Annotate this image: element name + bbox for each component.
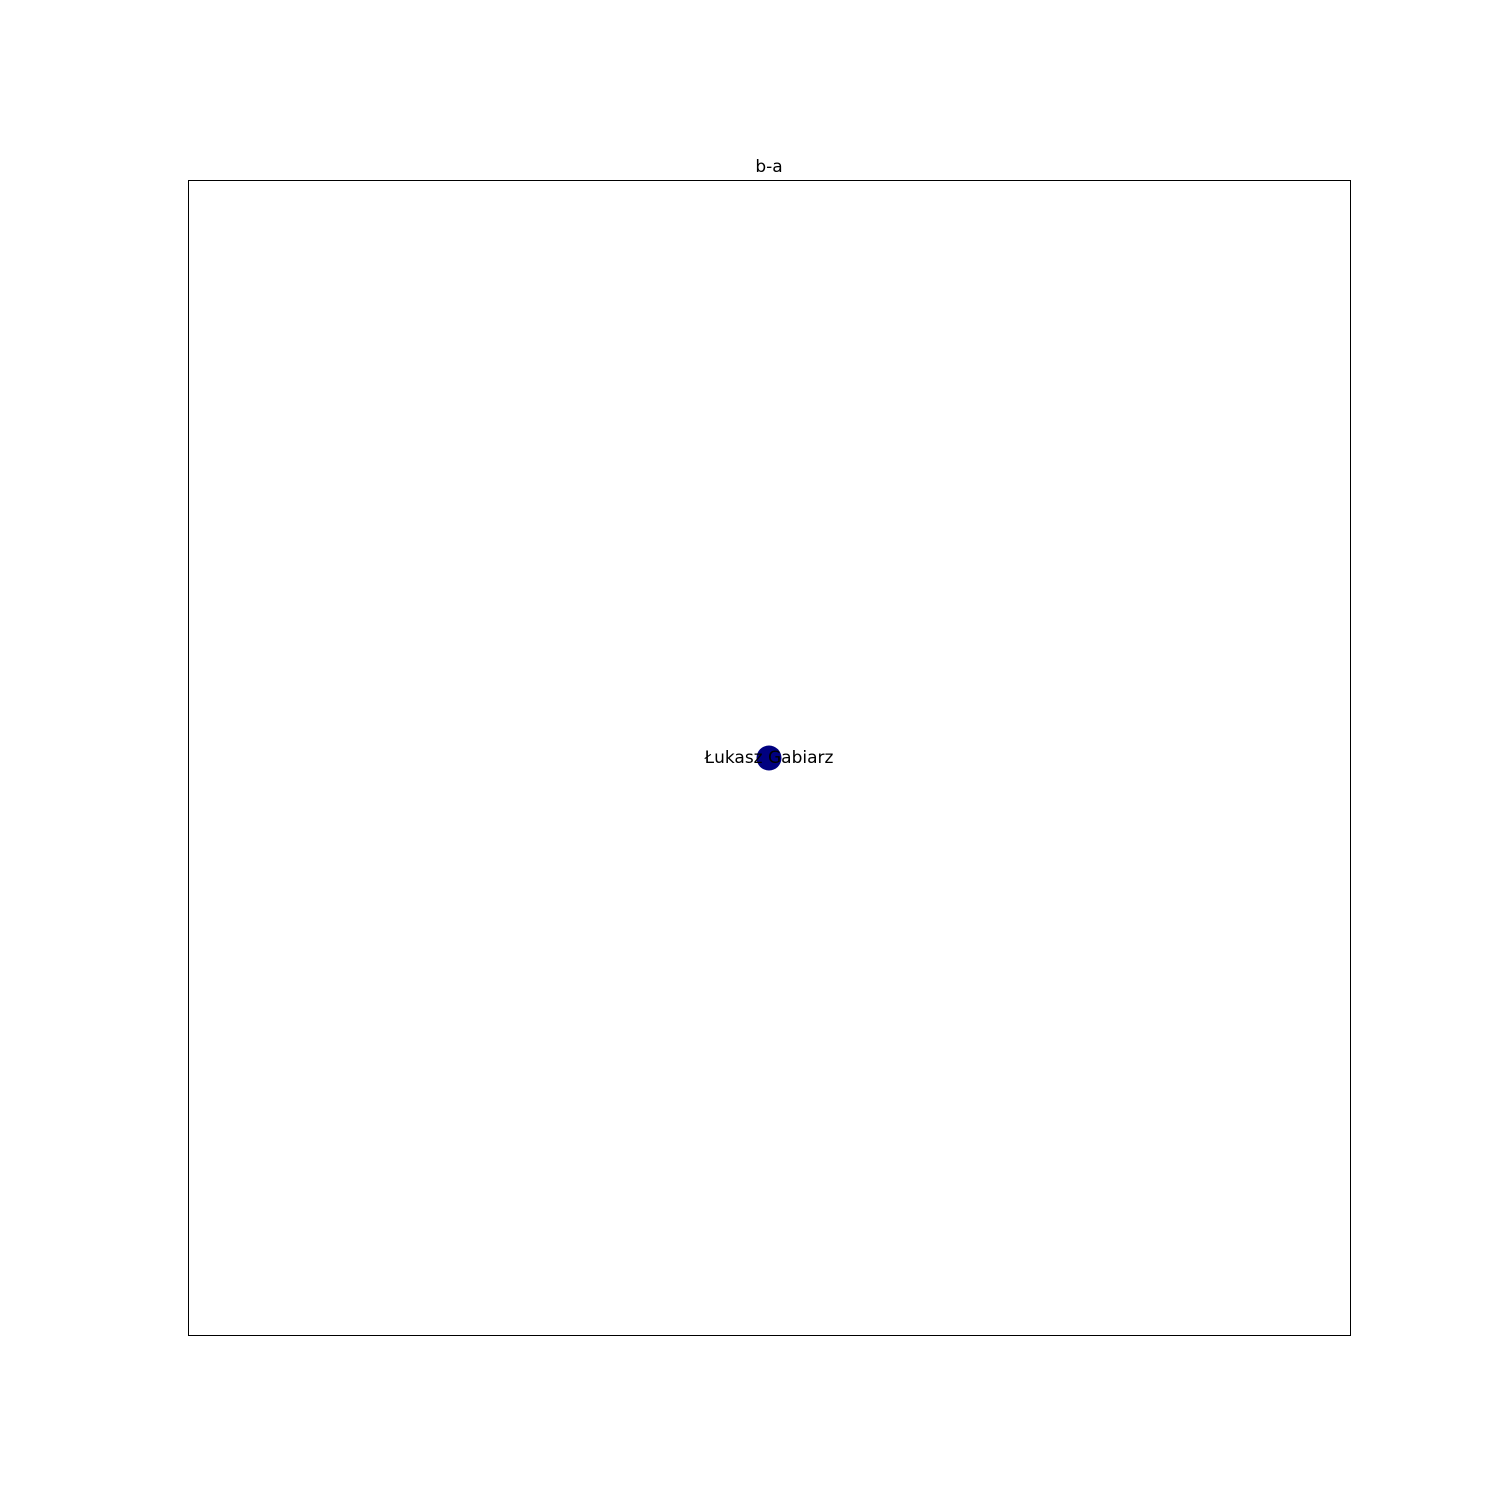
graph-nodes: Łukasz Gabiarz [704, 745, 834, 771]
graph-node [756, 745, 782, 771]
plot-frame [188, 180, 1351, 1336]
figure-title: b-a [755, 157, 782, 177]
graph-node-label: Łukasz Gabiarz [704, 748, 834, 768]
